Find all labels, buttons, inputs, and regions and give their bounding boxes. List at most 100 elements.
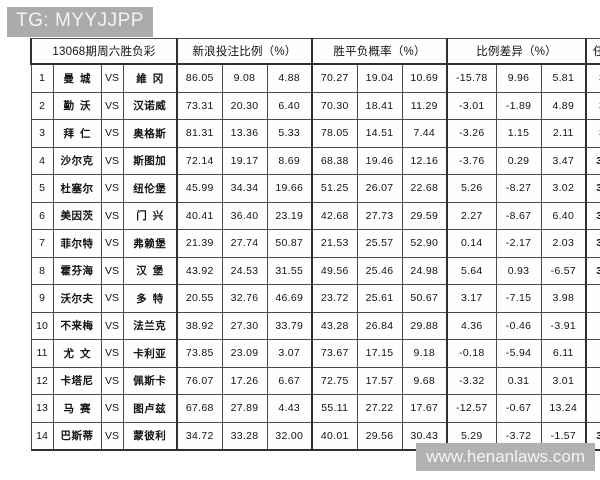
vs-label: VS <box>100 174 124 203</box>
row-index: 2 <box>30 91 54 120</box>
difference-win: -15.78 <box>446 64 497 93</box>
vs-label: VS <box>100 201 124 230</box>
probability-loss: 52.90 <box>401 229 449 258</box>
difference-draw: -7.15 <box>495 284 542 313</box>
row-index: 6 <box>30 201 54 230</box>
probability-draw: 19.46 <box>356 146 403 175</box>
pick-ren9: 30 <box>585 174 600 203</box>
difference-win: 2.27 <box>446 201 497 230</box>
away-team: 纽伦堡 <box>122 174 178 203</box>
away-team: 法兰克 <box>122 311 178 340</box>
table-row: 10 不来梅 VS 法兰克 38.92 27.30 33.79 43.28 26.84 29.88… <box>30 311 600 340</box>
away-team: 多特 <box>122 284 178 313</box>
difference-loss: 5.81 <box>540 64 588 93</box>
probability-draw: 17.15 <box>356 339 403 368</box>
sina-ratio-win: 34.72 <box>176 421 223 451</box>
sina-ratio-loss: 8.69 <box>266 146 313 175</box>
probability-loss: 12.16 <box>401 146 449 175</box>
probability-loss: 10.69 <box>401 64 449 93</box>
row-index: 10 <box>30 311 54 340</box>
row-index: 1 <box>30 64 54 93</box>
header-group-sina-betting-ratio: 新浪投注比例（%） <box>176 38 313 65</box>
difference-win: 5.26 <box>446 174 497 203</box>
pick-ren9: 31 <box>585 201 600 230</box>
sina-ratio-loss: 3.07 <box>266 339 313 368</box>
sina-ratio-draw: 32.76 <box>221 284 268 313</box>
vs-label: VS <box>100 366 124 395</box>
difference-loss: 3.47 <box>540 146 588 175</box>
home-team: 杜塞尔 <box>52 174 102 203</box>
home-team: 沙尔克 <box>52 146 102 175</box>
vs-label: VS <box>100 284 124 313</box>
table-row: 12 卡塔尼 VS 佩斯卡 76.07 17.26 6.67 72.75 17.57 9.68 -3… <box>30 366 600 395</box>
sina-ratio-win: 72.14 <box>176 146 223 175</box>
row-index: 9 <box>30 284 54 313</box>
probability-win: 78.05 <box>311 119 358 148</box>
difference-draw: 0.29 <box>495 146 542 175</box>
home-team: 马赛 <box>52 394 102 423</box>
difference-loss: 4.89 <box>540 91 588 120</box>
sina-ratio-loss: 33.79 <box>266 311 313 340</box>
sina-ratio-win: 67.68 <box>176 394 223 423</box>
difference-draw: 0.93 <box>495 256 542 285</box>
watermark: www.henanlaws.com <box>416 443 595 471</box>
pick-ren9: 31 <box>585 146 600 175</box>
sina-ratio-win: 76.07 <box>176 366 223 395</box>
row-index: 5 <box>30 174 54 203</box>
probability-win: 70.27 <box>311 64 358 93</box>
pick-ren9: 30 <box>585 256 600 285</box>
sina-ratio-loss: 6.40 <box>266 91 313 120</box>
sina-ratio-win: 73.31 <box>176 91 223 120</box>
probability-loss: 29.59 <box>401 201 449 230</box>
sina-ratio-draw: 33.28 <box>221 421 268 451</box>
sina-ratio-loss: 4.43 <box>266 394 313 423</box>
away-team: 门兴 <box>122 201 178 230</box>
away-team: 維冈 <box>122 64 178 93</box>
probability-win: 23.72 <box>311 284 358 313</box>
table-row: 8 霍芬海 VS 汉堡 43.92 24.53 31.55 49.56 25.46 24.98 5.… <box>30 256 600 285</box>
sina-ratio-win: 40.41 <box>176 201 223 230</box>
difference-draw: -0.46 <box>495 311 542 340</box>
away-team: 佩斯卡 <box>122 366 178 395</box>
difference-win: 5.64 <box>446 256 497 285</box>
difference-loss: 6.40 <box>540 201 588 230</box>
probability-win: 72.75 <box>311 366 358 395</box>
sina-ratio-loss: 32.00 <box>266 421 313 451</box>
away-team: 汉堡 <box>122 256 178 285</box>
sina-ratio-draw: 27.74 <box>221 229 268 258</box>
pick-ren9: 3 <box>585 64 600 93</box>
probability-win: 43.28 <box>311 311 358 340</box>
difference-draw: -8.27 <box>495 174 542 203</box>
difference-draw: -1.89 <box>495 91 542 120</box>
difference-loss: 3.01 <box>540 366 588 395</box>
sina-ratio-loss: 5.33 <box>266 119 313 148</box>
difference-loss: 6.11 <box>540 339 588 368</box>
sina-ratio-win: 86.05 <box>176 64 223 93</box>
pick-ren9: * <box>585 339 600 368</box>
sina-ratio-draw: 23.09 <box>221 339 268 368</box>
probability-loss: 9.18 <box>401 339 449 368</box>
pick-ren9: * <box>585 394 600 423</box>
pick-ren9: * <box>585 366 600 395</box>
sina-ratio-loss: 50.87 <box>266 229 313 258</box>
difference-draw: 9.96 <box>495 64 542 93</box>
difference-loss: 13.24 <box>540 394 588 423</box>
probability-loss: 7.44 <box>401 119 449 148</box>
table-row: 9 沃尔夫 VS 多特 20.55 32.76 46.69 23.72 25.61 50.67 3.… <box>30 284 600 313</box>
probability-draw: 25.46 <box>356 256 403 285</box>
probability-loss: 9.68 <box>401 366 449 395</box>
probability-draw: 18.41 <box>356 91 403 120</box>
probability-draw: 25.61 <box>356 284 403 313</box>
table-row: 2 勤沃 VS 汉诺威 73.31 20.30 6.40 70.30 18.41 11.29 -3.… <box>30 91 600 120</box>
sina-ratio-loss: 31.55 <box>266 256 313 285</box>
sina-ratio-win: 38.92 <box>176 311 223 340</box>
difference-draw: -0.67 <box>495 394 542 423</box>
table-header: 13068期周六胜负彩 新浪投注比例（%） 胜平负概率（%） 比例差异（%） 任… <box>30 38 600 65</box>
probability-win: 51.25 <box>311 174 358 203</box>
difference-draw: -5.94 <box>495 339 542 368</box>
away-team: 蒙彼利 <box>122 421 178 451</box>
probability-loss: 11.29 <box>401 91 449 120</box>
difference-loss: -3.91 <box>540 311 588 340</box>
probability-win: 21.53 <box>311 229 358 258</box>
probability-draw: 27.73 <box>356 201 403 230</box>
